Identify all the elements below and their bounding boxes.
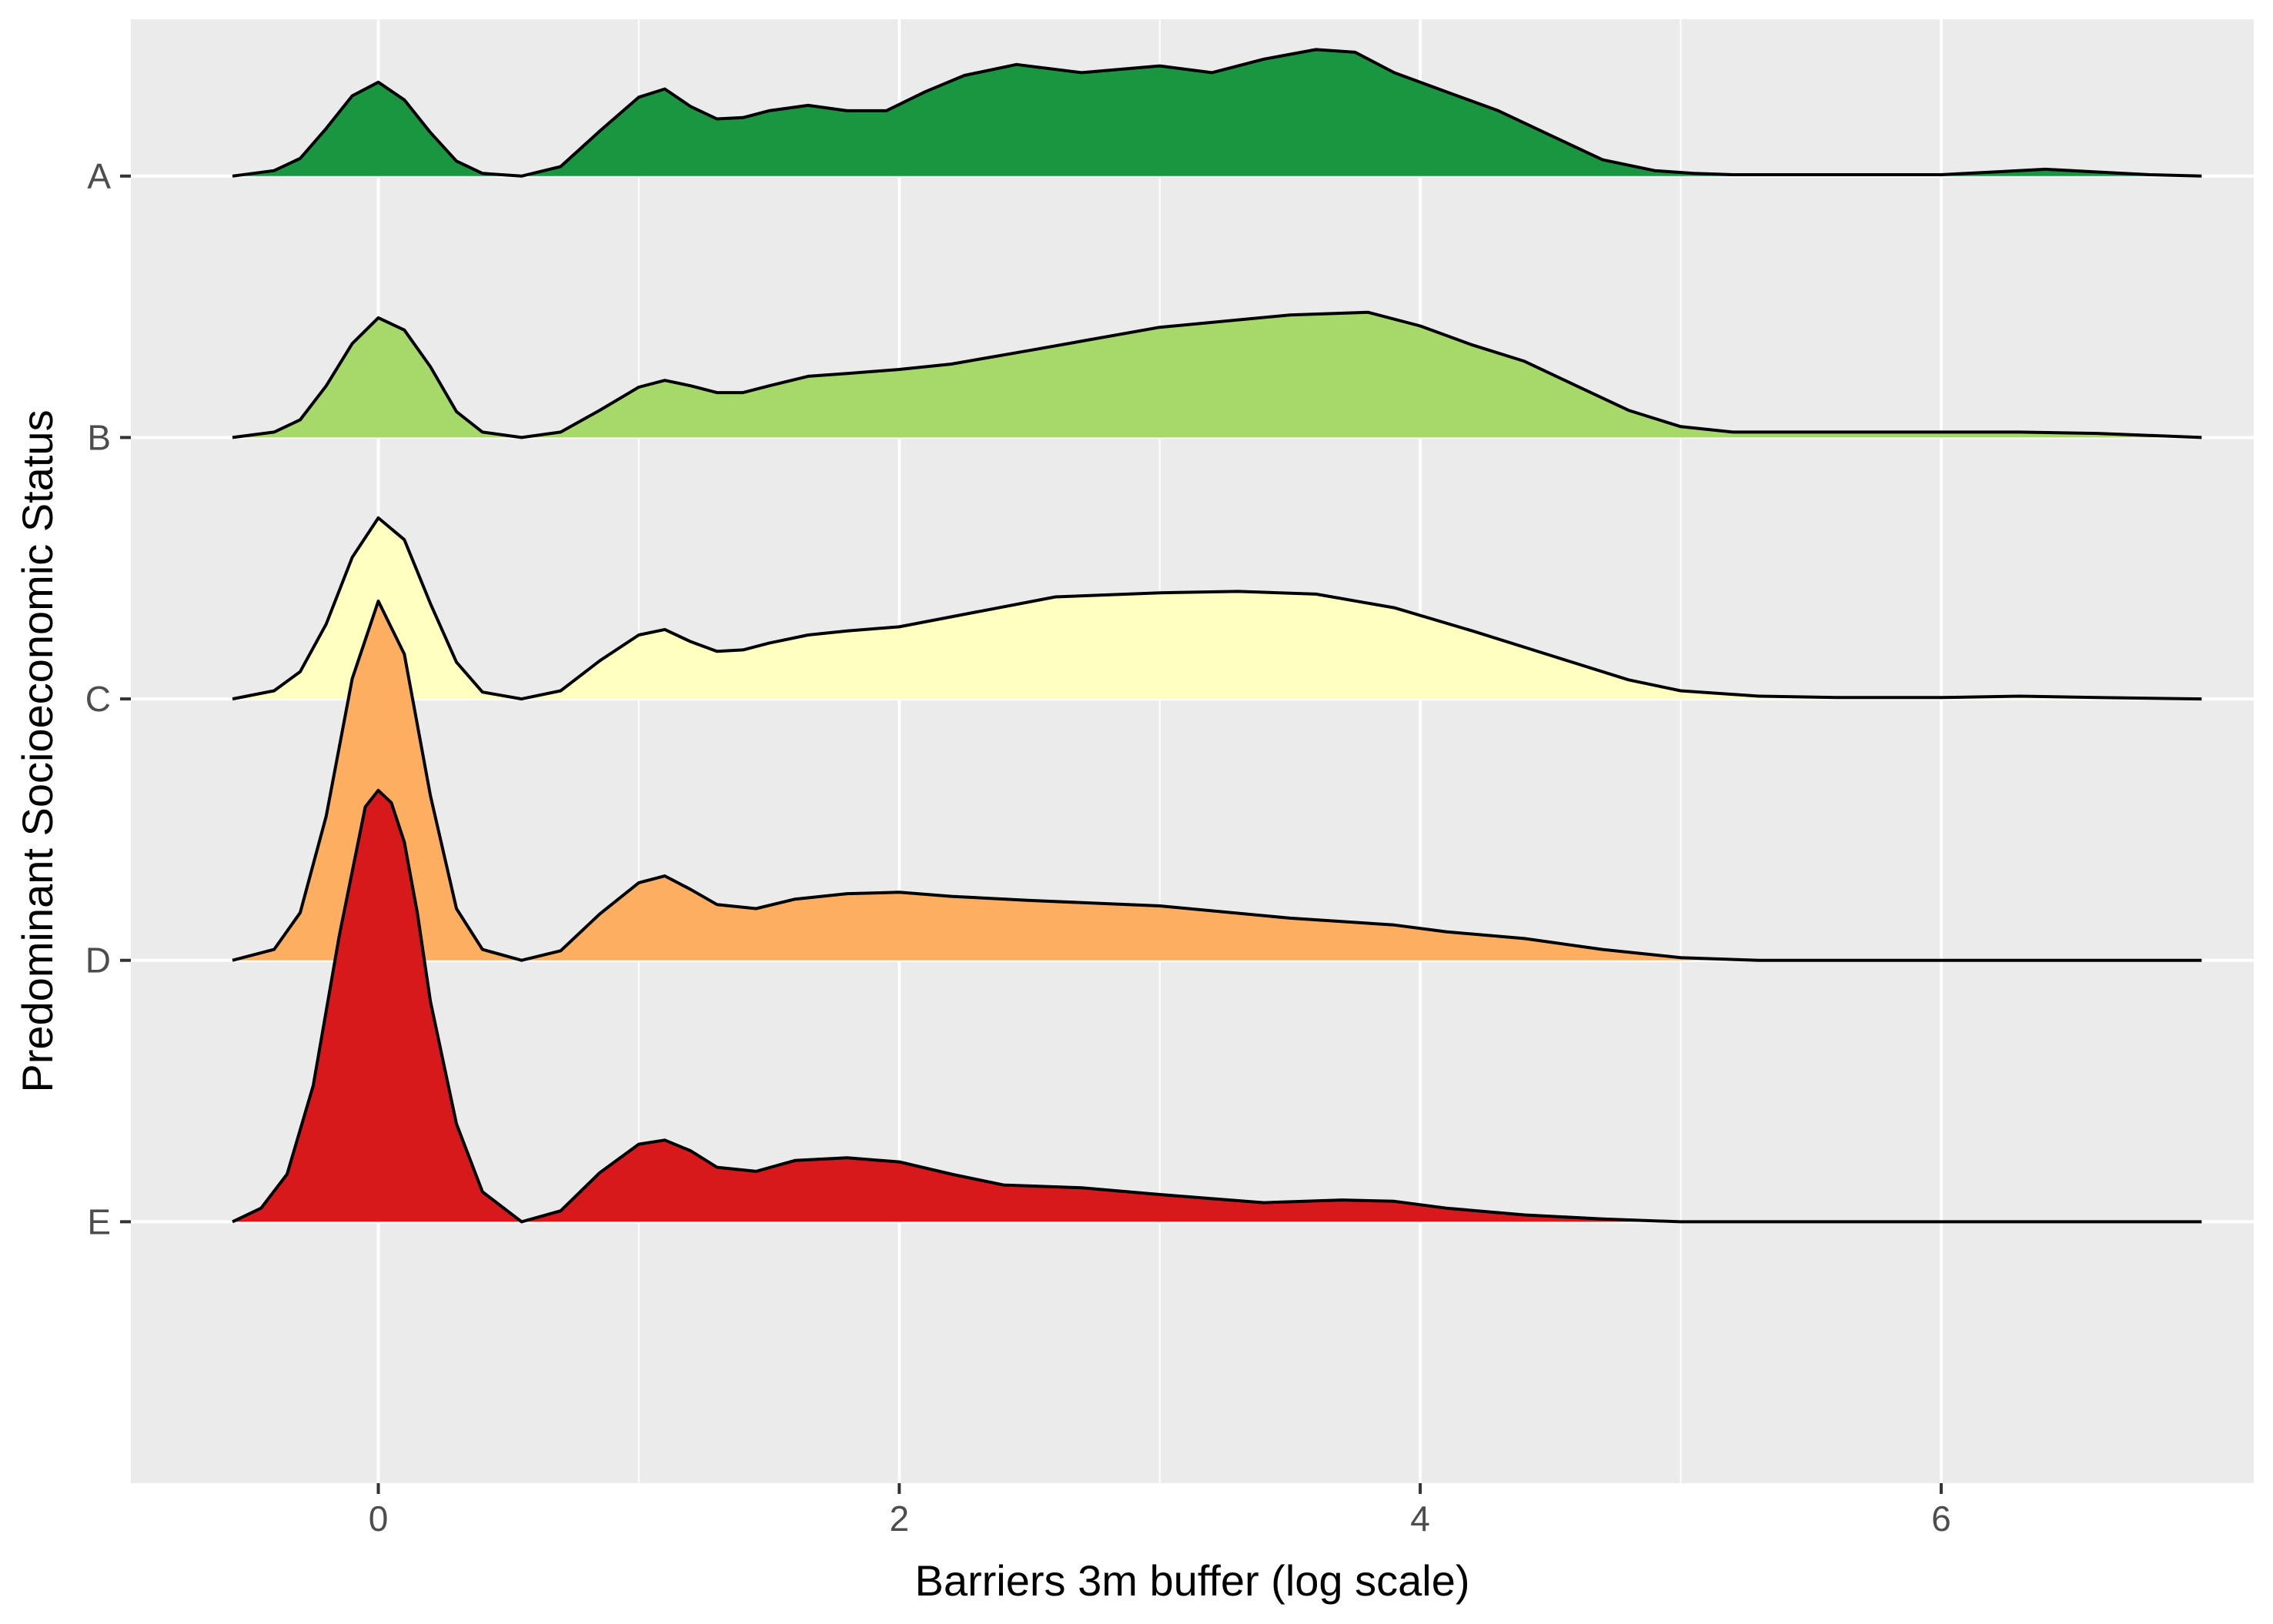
ridge-line-e	[232, 788, 2202, 1224]
ridge-line-c	[232, 516, 2202, 701]
ridge-fill-c	[232, 517, 2202, 700]
x-tick-label: 6	[1931, 1499, 1951, 1539]
y-tick-label-a: A	[87, 156, 111, 196]
x-tick-label: 0	[369, 1499, 389, 1539]
ridge-fill-a	[232, 49, 2202, 176]
x-tick-label: 4	[1410, 1499, 1430, 1539]
y-tick-label-b: B	[87, 417, 111, 457]
ridge-line-a	[232, 48, 2202, 178]
ridges	[232, 48, 2202, 1224]
y-axis-title: Predominant Socioeconomic Status	[13, 409, 62, 1092]
ridge-fill-b	[232, 312, 2202, 438]
ridge-fill-d	[232, 601, 2202, 961]
y-tick-label-c: C	[85, 679, 111, 719]
x-axis-title: Barriers 3m buffer (log scale)	[915, 1556, 1470, 1605]
ridge-line-d	[232, 600, 2202, 962]
ridge-line-b	[232, 310, 2202, 439]
plot-panel	[131, 19, 2254, 1483]
y-tick-label-d: D	[85, 941, 111, 981]
x-tick-label: 2	[889, 1499, 909, 1539]
y-axis: A B C D E	[85, 156, 131, 1241]
y-tick-label-e: E	[87, 1201, 111, 1241]
ridge-fill-e	[232, 790, 2202, 1222]
x-axis: 0 2 4 6	[369, 1483, 1951, 1539]
